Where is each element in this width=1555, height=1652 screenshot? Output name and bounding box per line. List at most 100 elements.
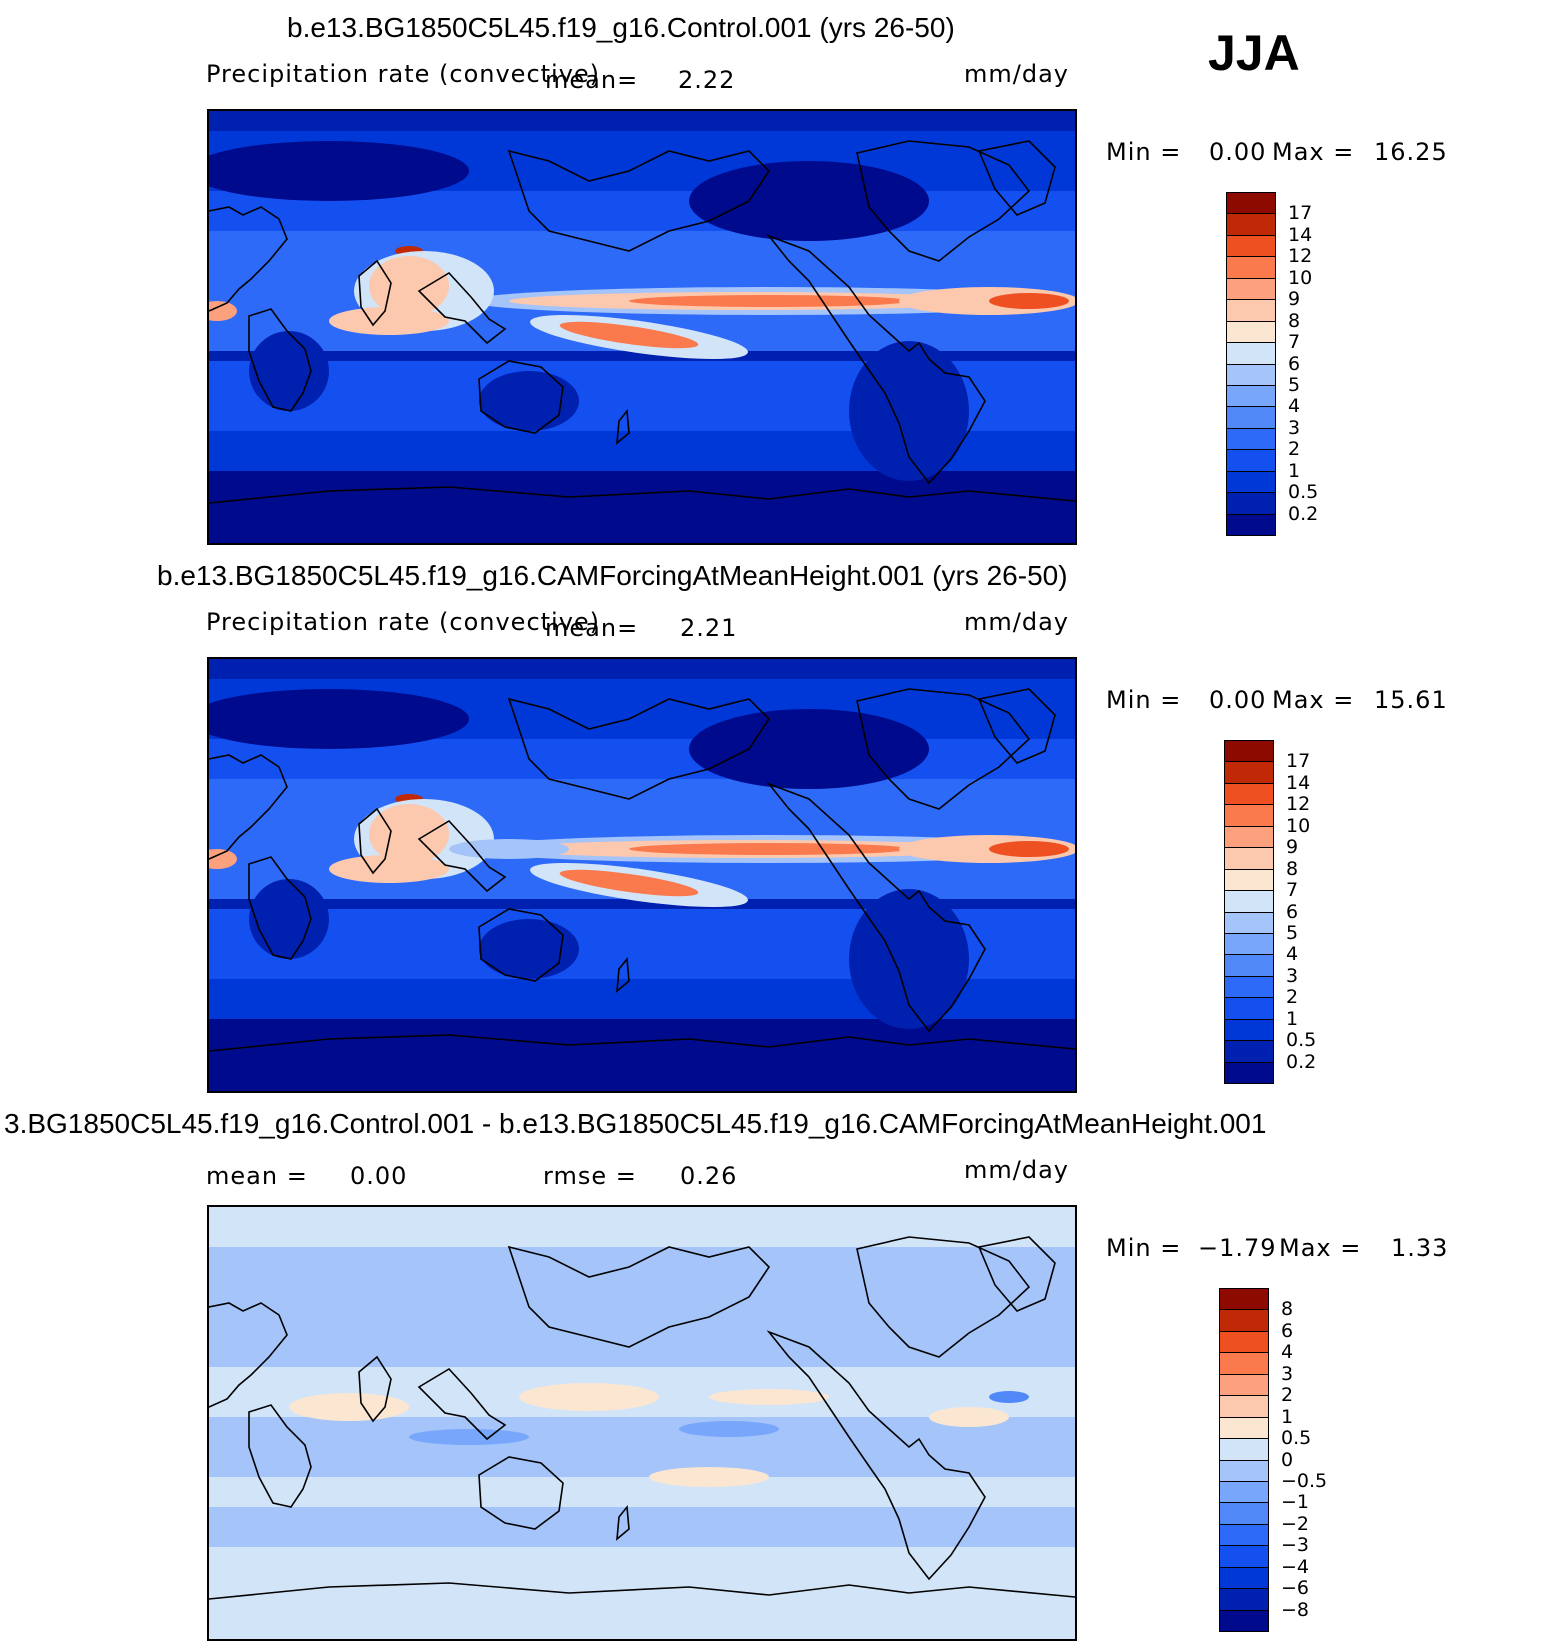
field-contour	[559, 321, 699, 349]
panel-3-map	[207, 1205, 1077, 1641]
coastline	[209, 1582, 1075, 1600]
colorbar-tick-label: −6	[1281, 1577, 1310, 1600]
colorbar-cell	[1224, 932, 1274, 956]
colorbar-tick-label: 3	[1286, 964, 1299, 987]
colorbar-cell	[1224, 911, 1274, 934]
field-contour	[479, 371, 579, 431]
panel-2-max-label: Max =	[1272, 686, 1355, 714]
colorbar-tick-label: 9	[1286, 836, 1299, 859]
field-contour	[369, 804, 449, 864]
panel-3-rmse-label: rmse =	[543, 1162, 637, 1190]
colorbar-tick-label: 9	[1288, 288, 1301, 311]
colorbar-tick-label: 2	[1281, 1384, 1294, 1407]
colorbar-cell	[1226, 320, 1276, 344]
field-contour	[679, 1421, 779, 1437]
coastline	[478, 908, 564, 982]
colorbar-cell	[1224, 825, 1274, 849]
colorbar-tick-label: 5	[1288, 373, 1301, 396]
coastline	[766, 782, 986, 1033]
field-contour	[559, 869, 699, 897]
field-contour	[249, 331, 329, 411]
colorbar-tick-label: 2	[1288, 438, 1301, 461]
panel-3-units: mm/day	[964, 1156, 1069, 1184]
colorbar-cell	[1224, 782, 1274, 806]
coastline	[616, 408, 630, 445]
field-contour	[649, 1467, 769, 1487]
panel-2-max-value: 15.61	[1374, 686, 1448, 714]
colorbar-tick-label: 5	[1286, 921, 1299, 944]
field-contour	[209, 301, 237, 321]
coastline	[766, 1330, 986, 1581]
colorbar-tick-label: 1	[1281, 1405, 1294, 1428]
map-field	[209, 111, 1075, 543]
field-contour	[369, 256, 449, 316]
colorbar-tick-label: −1	[1281, 1491, 1310, 1514]
coastline	[248, 856, 312, 960]
colorbar-tick-label: 8	[1286, 857, 1299, 880]
field-contour	[249, 879, 329, 959]
colorbar-cell	[1224, 997, 1274, 1020]
coastline	[478, 360, 564, 434]
colorbar-cell	[1226, 234, 1276, 258]
panel-2-mean-value: 2.21	[680, 614, 738, 642]
field-contour	[989, 1391, 1029, 1403]
colorbar-cell	[1219, 1545, 1269, 1568]
field-contour	[409, 1429, 529, 1445]
colorbar-cell	[1219, 1438, 1269, 1461]
panel-2-min-label: Min =	[1106, 686, 1182, 714]
colorbar-cell	[1219, 1480, 1269, 1504]
panel-3-rmse-value: 0.26	[680, 1162, 738, 1190]
panel-1-max-value: 16.25	[1374, 138, 1448, 166]
colorbar-cell	[1219, 1502, 1269, 1525]
coastline	[209, 1034, 1075, 1052]
field-contour	[849, 341, 969, 481]
colorbar-tick-label: 1	[1288, 459, 1301, 482]
panel-2-title: b.e13.BG1850C5L45.f19_g16.CAMForcingAtMe…	[157, 560, 1068, 591]
coastline	[478, 1456, 564, 1530]
coastline	[209, 486, 1075, 504]
field-contour	[989, 841, 1069, 857]
coastline	[977, 1236, 1056, 1312]
colorbar-cell	[1219, 1416, 1269, 1440]
colorbar-tick-label: 2	[1286, 986, 1299, 1009]
colorbar-cell	[1226, 192, 1276, 215]
colorbar-cell	[1219, 1566, 1269, 1590]
colorbar-tick-label: 0.2	[1288, 502, 1319, 525]
colorbar-cell	[1226, 299, 1276, 322]
coastline	[417, 819, 507, 893]
panel-1-mean-label: mean=	[545, 66, 639, 94]
field-contour	[689, 709, 929, 789]
coastline	[616, 1504, 630, 1541]
coastline	[417, 271, 507, 345]
panel-3-mean-label: mean =	[206, 1162, 308, 1190]
panel-3-max-label: Max =	[1279, 1234, 1362, 1262]
colorbar-tick-label: 1	[1286, 1007, 1299, 1030]
colorbar-cell	[1219, 1352, 1269, 1375]
colorbar-tick-label: 4	[1286, 943, 1299, 966]
colorbar-cell	[1219, 1288, 1269, 1311]
colorbar-tick-label: 6	[1281, 1319, 1294, 1342]
panel-3-max-value: 1.33	[1391, 1234, 1449, 1262]
colorbar-tick-label: −0.5	[1281, 1469, 1328, 1492]
colorbar-tick-label: 14	[1286, 771, 1311, 794]
colorbar-cell	[1226, 363, 1276, 386]
colorbar-tick-label: −8	[1281, 1598, 1310, 1621]
colorbar-tick-label: 3	[1281, 1362, 1294, 1385]
panel-3-title: 3.BG1850C5L45.f19_g16.Control.001 - b.e1…	[4, 1108, 1267, 1139]
colorbar-cell	[1226, 256, 1276, 279]
field-contour	[289, 1393, 409, 1421]
colorbar-cell	[1224, 1061, 1274, 1084]
field-contour	[449, 839, 569, 859]
field-band	[209, 1019, 1075, 1091]
colorbar-tick-label: 0.5	[1286, 1029, 1317, 1052]
coastline	[977, 688, 1056, 764]
colorbar-cell	[1226, 342, 1276, 365]
colorbar-tick-label: 3	[1288, 416, 1301, 439]
colorbar-cell	[1226, 449, 1276, 472]
colorbar-tick-label: 0.2	[1286, 1050, 1317, 1073]
colorbar-cell	[1224, 975, 1274, 999]
colorbar-tick-label: 8	[1281, 1298, 1294, 1321]
panel-3-mean-value: 0.00	[350, 1162, 408, 1190]
coastline	[856, 1236, 1031, 1358]
colorbar-tick-label: −3	[1281, 1534, 1310, 1557]
